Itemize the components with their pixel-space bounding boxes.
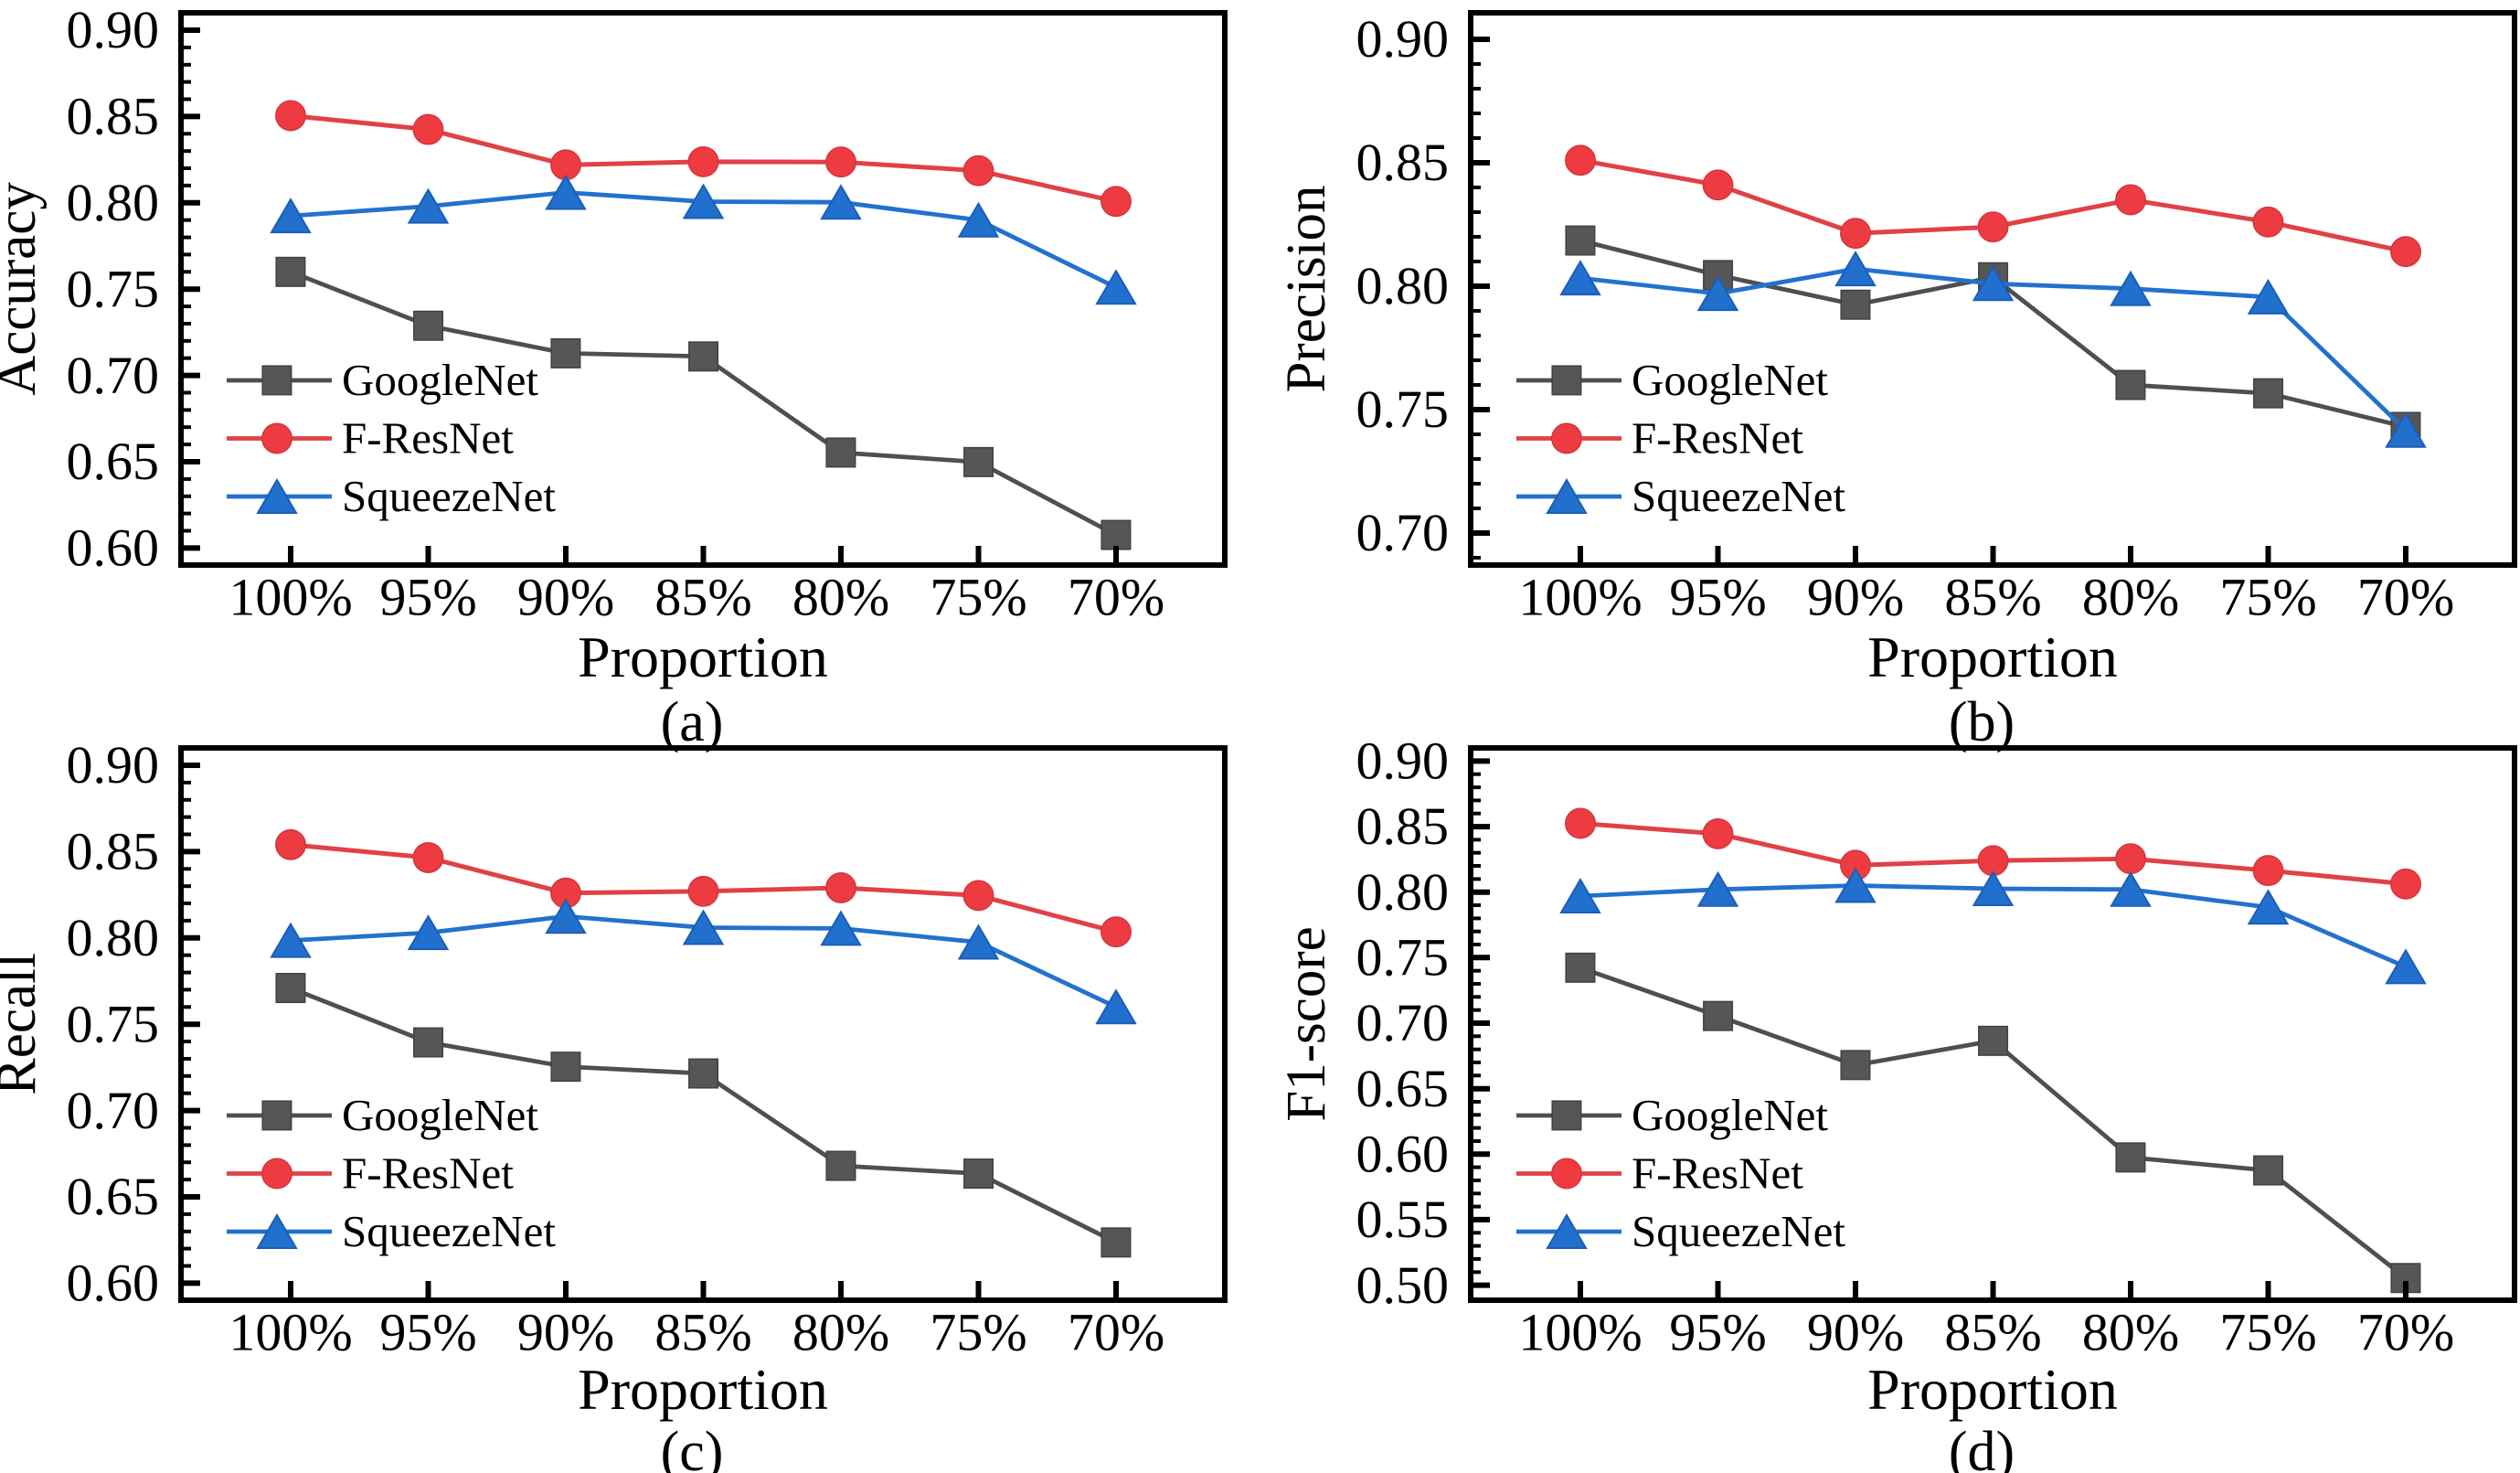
- svg-text:0.90: 0.90: [67, 0, 160, 59]
- svg-text:0.65: 0.65: [1356, 1059, 1450, 1118]
- svg-text:F-ResNet: F-ResNet: [342, 413, 514, 464]
- svg-text:0.70: 0.70: [67, 346, 160, 405]
- svg-text:Accuracy: Accuracy: [0, 182, 48, 396]
- svg-text:70%: 70%: [1068, 1303, 1164, 1362]
- svg-text:85%: 85%: [1944, 1303, 2041, 1362]
- svg-text:85%: 85%: [654, 568, 751, 627]
- svg-text:75%: 75%: [930, 1303, 1026, 1362]
- svg-text:Proportion: Proportion: [1867, 1357, 2118, 1422]
- svg-text:0.55: 0.55: [1356, 1190, 1450, 1249]
- svg-text:(d): (d): [1949, 1421, 2015, 1473]
- svg-text:90%: 90%: [517, 568, 614, 627]
- svg-text:85%: 85%: [1944, 568, 2041, 627]
- svg-text:0.85: 0.85: [1356, 796, 1450, 856]
- svg-text:0.70: 0.70: [1356, 993, 1450, 1052]
- svg-text:95%: 95%: [379, 1303, 476, 1362]
- svg-text:75%: 75%: [2219, 1303, 2316, 1362]
- svg-text:100%: 100%: [1518, 568, 1642, 627]
- svg-text:GoogleNet: GoogleNet: [1632, 1090, 1828, 1140]
- svg-text:100%: 100%: [229, 568, 352, 627]
- svg-text:0.75: 0.75: [1356, 379, 1450, 439]
- svg-text:F-ResNet: F-ResNet: [1632, 1148, 1803, 1199]
- svg-text:0.85: 0.85: [67, 87, 160, 146]
- svg-text:(c): (c): [661, 1421, 724, 1473]
- svg-text:0.80: 0.80: [67, 173, 160, 232]
- svg-text:Recall: Recall: [0, 953, 48, 1095]
- svg-text:0.65: 0.65: [67, 432, 160, 491]
- svg-text:0.65: 0.65: [67, 1167, 160, 1226]
- svg-text:0.75: 0.75: [67, 259, 160, 318]
- svg-text:70%: 70%: [2357, 1303, 2454, 1362]
- svg-text:Proportion: Proportion: [1867, 624, 2118, 689]
- svg-text:F-ResNet: F-ResNet: [1632, 413, 1803, 464]
- svg-text:95%: 95%: [379, 568, 476, 627]
- svg-text:0.50: 0.50: [1356, 1255, 1450, 1315]
- svg-text:95%: 95%: [1669, 1303, 1766, 1362]
- svg-text:80%: 80%: [2082, 568, 2179, 627]
- svg-text:0.90: 0.90: [67, 735, 160, 795]
- svg-text:Precision: Precision: [1276, 185, 1337, 392]
- svg-text:0.75: 0.75: [67, 994, 160, 1053]
- svg-text:(b): (b): [1949, 691, 2015, 753]
- svg-text:80%: 80%: [792, 1303, 889, 1362]
- svg-text:80%: 80%: [2082, 1303, 2179, 1362]
- svg-text:0.60: 0.60: [67, 1254, 160, 1313]
- svg-text:0.60: 0.60: [67, 518, 160, 578]
- svg-text:90%: 90%: [1807, 568, 1904, 627]
- svg-text:90%: 90%: [517, 1303, 614, 1362]
- svg-text:70%: 70%: [1068, 568, 1164, 627]
- svg-text:GoogleNet: GoogleNet: [342, 355, 538, 405]
- svg-text:F1-score: F1-score: [1276, 926, 1337, 1121]
- svg-text:0.90: 0.90: [1356, 731, 1450, 791]
- svg-text:95%: 95%: [1669, 568, 1766, 627]
- svg-text:GoogleNet: GoogleNet: [342, 1090, 538, 1140]
- svg-text:(a): (a): [661, 691, 724, 753]
- svg-text:0.75: 0.75: [1356, 928, 1450, 987]
- svg-text:GoogleNet: GoogleNet: [1632, 355, 1828, 405]
- svg-text:0.85: 0.85: [1356, 133, 1450, 192]
- svg-text:SqueezeNet: SqueezeNet: [342, 471, 556, 521]
- svg-text:0.80: 0.80: [1356, 256, 1450, 315]
- svg-text:0.60: 0.60: [1356, 1125, 1450, 1184]
- svg-text:80%: 80%: [792, 568, 889, 627]
- svg-text:75%: 75%: [2219, 568, 2316, 627]
- svg-text:0.80: 0.80: [67, 908, 160, 967]
- svg-text:F-ResNet: F-ResNet: [342, 1148, 514, 1199]
- svg-text:0.90: 0.90: [1356, 9, 1450, 69]
- svg-text:0.80: 0.80: [1356, 862, 1450, 922]
- svg-text:SqueezeNet: SqueezeNet: [342, 1206, 556, 1256]
- svg-text:0.85: 0.85: [67, 822, 160, 881]
- svg-text:90%: 90%: [1807, 1303, 1904, 1362]
- svg-text:100%: 100%: [229, 1303, 352, 1362]
- svg-text:0.70: 0.70: [67, 1081, 160, 1140]
- svg-text:0.70: 0.70: [1356, 503, 1450, 562]
- svg-text:Proportion: Proportion: [578, 1357, 828, 1422]
- svg-text:75%: 75%: [930, 568, 1026, 627]
- svg-text:100%: 100%: [1518, 1303, 1642, 1362]
- svg-text:85%: 85%: [654, 1303, 751, 1362]
- svg-text:70%: 70%: [2357, 568, 2454, 627]
- svg-text:SqueezeNet: SqueezeNet: [1632, 471, 1845, 521]
- svg-text:SqueezeNet: SqueezeNet: [1632, 1206, 1845, 1256]
- svg-text:Proportion: Proportion: [578, 624, 828, 689]
